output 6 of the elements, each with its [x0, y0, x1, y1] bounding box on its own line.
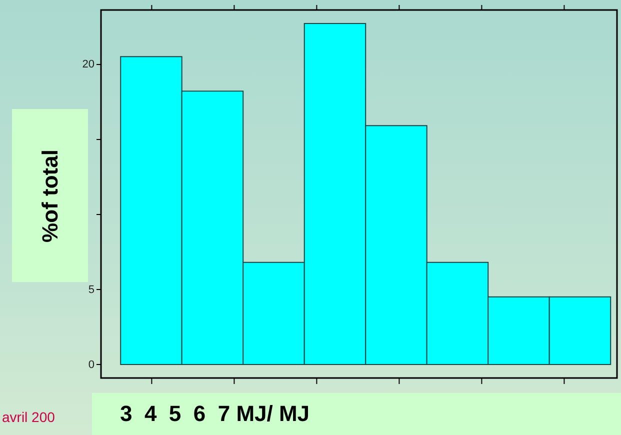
y-tick-label: 0 [88, 358, 94, 371]
text: avril 200 [2, 409, 55, 425]
y-axis-title: %of total [37, 149, 63, 242]
y-tick-label: 5 [88, 284, 94, 296]
x-axis-title: 3 4 5 6 7 MJ/ MJ [120, 401, 310, 427]
y-tick-label: 20 [82, 58, 94, 71]
